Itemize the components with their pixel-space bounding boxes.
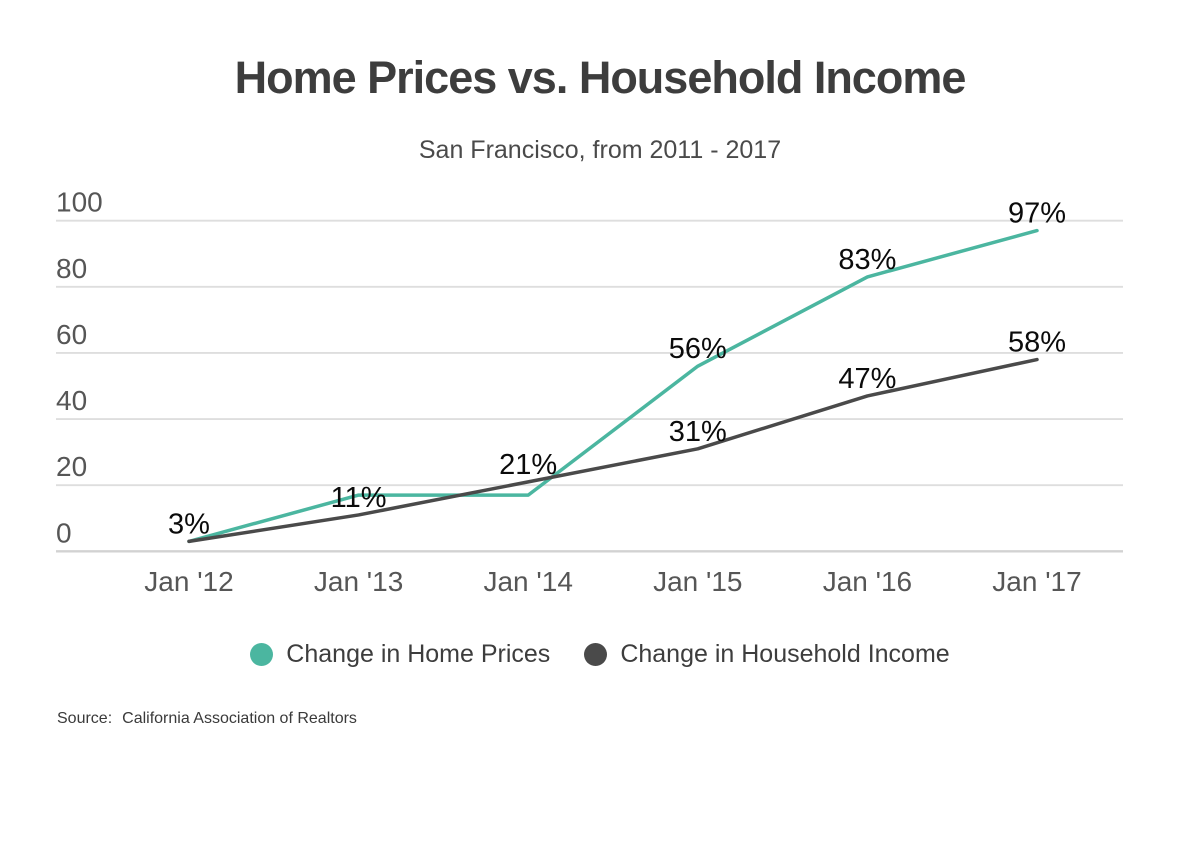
page-subtitle: San Francisco, from 2011 - 2017 <box>418 136 782 164</box>
data-point-label: 11% <box>331 482 387 514</box>
series-line-change-in-household-income <box>187 357 1039 544</box>
legend-item-change-in-household-income: Change in Household Income <box>584 640 950 669</box>
x-axis-tick-label: Jan '14 <box>483 566 572 597</box>
data-point-label: 83% <box>838 244 896 276</box>
source-label: Source: <box>57 710 113 727</box>
legend-label: Change in Home Prices <box>286 640 551 668</box>
chart-legend: Change in Home Prices Change in Household… <box>0 640 1200 669</box>
source-line: Source: California Association of Realtor… <box>57 710 357 728</box>
legend-label: Change in Household Income <box>620 640 950 668</box>
data-point-label: 97% <box>1008 198 1066 230</box>
legend-dot-icon <box>584 643 608 666</box>
y-axis-tick-label: 40 <box>56 385 87 416</box>
x-axis-tick-label: Jan '13 <box>314 566 403 597</box>
x-axis-tick-label: Jan '12 <box>144 566 233 597</box>
source-text: California Association of Realtors <box>122 710 357 727</box>
data-point-label: 58% <box>1008 327 1066 359</box>
y-axis-tick-label: 80 <box>56 253 87 284</box>
legend-item-change-in-home-prices: Change in Home Prices <box>250 640 550 669</box>
y-axis-tick-label: 20 <box>56 451 87 482</box>
data-point-label: 3% <box>168 508 210 540</box>
y-axis-tick-label: 60 <box>56 319 87 350</box>
line-chart: 0 20 40 60 80 100 Jan '12 Jan '13 Jan '14 Jan '15… <box>56 187 1123 597</box>
legend-dot-icon <box>250 643 274 666</box>
data-point-label: 56% <box>669 333 727 365</box>
x-axis-tick-label: Jan '16 <box>823 566 912 597</box>
data-point-label: 31% <box>669 416 727 448</box>
x-axis-tick-label: Jan '17 <box>992 566 1081 597</box>
data-point-label: 21% <box>499 449 557 481</box>
series-line-change-in-home-prices <box>187 228 1039 544</box>
x-axis-tick-label: Jan '15 <box>653 566 742 597</box>
data-point-label: 47% <box>838 363 896 395</box>
y-axis-tick-label: 100 <box>56 187 103 218</box>
y-axis-tick-label: 0 <box>56 517 72 548</box>
page-title: Home Prices vs. Household Income <box>234 52 967 103</box>
